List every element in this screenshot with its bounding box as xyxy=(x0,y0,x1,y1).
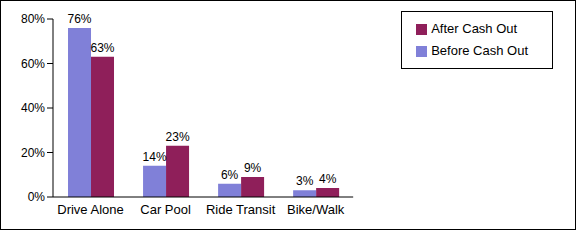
html-text:After Cash Out: After Cash Out xyxy=(431,21,518,36)
html-text:Before Cash Out: Before Cash Out xyxy=(431,43,528,58)
svg-text:40%: 40% xyxy=(21,101,45,115)
svg-text:3%: 3% xyxy=(296,174,314,188)
svg-text:60%: 60% xyxy=(21,57,45,71)
svg-text:4%: 4% xyxy=(319,172,337,186)
svg-text:Drive Alone: Drive Alone xyxy=(57,202,123,217)
svg-text:0%: 0% xyxy=(28,190,46,204)
svg-text:23%: 23% xyxy=(166,130,190,144)
svg-text:14%: 14% xyxy=(143,150,167,164)
svg-text:9%: 9% xyxy=(244,161,262,175)
svg-text:Ride Transit: Ride Transit xyxy=(206,202,276,217)
svg-text:Bike/Walk: Bike/Walk xyxy=(287,202,345,217)
svg-text:Car Pool: Car Pool xyxy=(140,202,191,217)
svg-text:76%: 76% xyxy=(67,12,91,26)
svg-text:6%: 6% xyxy=(221,168,239,182)
svg-text:20%: 20% xyxy=(21,146,45,160)
svg-text:80%: 80% xyxy=(21,12,45,26)
svg-text:63%: 63% xyxy=(90,41,114,55)
